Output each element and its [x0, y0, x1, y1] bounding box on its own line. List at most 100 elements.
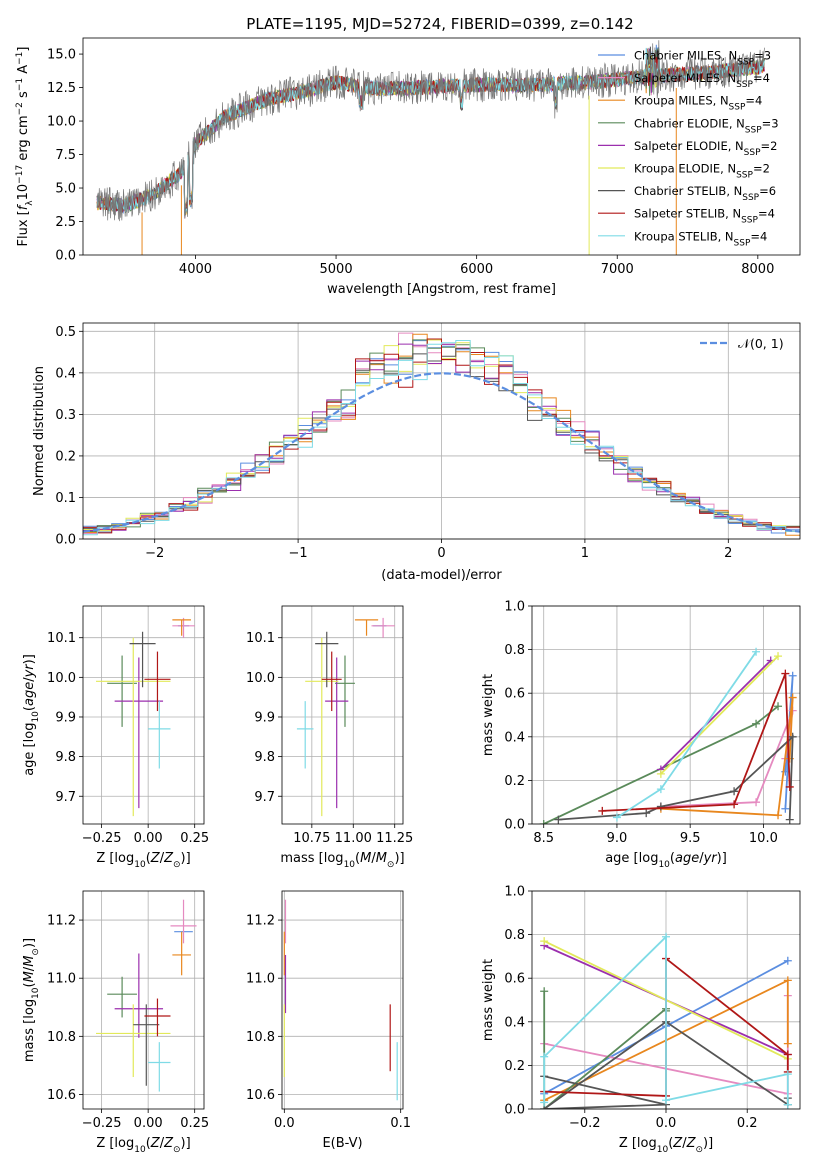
mass_vs_Z-ytick-label: 11.2 — [47, 914, 76, 929]
label-part: SSP — [736, 171, 753, 181]
weight_vs_Z-ytick-label: 0.2 — [504, 1059, 525, 1074]
age_vs_mass-ytick-label: 10.0 — [246, 671, 275, 686]
label-part: yr — [703, 851, 719, 866]
legend-label: Chabrier ELODIE, NSSP=3 — [634, 116, 779, 135]
mass-weight-marker — [540, 987, 549, 996]
weight_vs_Z-plot-area — [540, 932, 792, 1109]
error-bar-point — [114, 953, 164, 1038]
mass-weight-line — [660, 697, 794, 817]
label-part: Kroupa STELIB, N — [634, 229, 734, 243]
residuals-xtick-label: −1 — [289, 546, 308, 561]
label-part: (data-model)/error — [381, 568, 502, 583]
mass-weight-marker — [788, 671, 797, 680]
error-bar-point — [107, 655, 137, 727]
age_vs_mass-ytick-label: 10.1 — [246, 631, 275, 646]
spectrum-xtick-label: 6000 — [460, 262, 493, 277]
mass-weight-marker — [783, 1050, 792, 1059]
label-part: )] — [703, 1136, 713, 1151]
mass-weight-line — [558, 734, 794, 821]
legend-label: Chabrier STELIB, NSSP=6 — [634, 184, 776, 203]
age_vs_Z-xtick-label: 0.00 — [134, 831, 163, 846]
age_vs_Z-ytick-label: 10.0 — [47, 671, 76, 686]
label-part: s — [16, 91, 31, 102]
label-part: −1 — [15, 78, 25, 91]
y-axis-label: Normed distribution — [32, 366, 47, 496]
mass_vs_Z-ytick-label: 11.0 — [47, 972, 76, 987]
label-part: 𝒩(0, 1) — [738, 336, 784, 351]
label-part: ⊙ — [31, 948, 41, 956]
label-part: mass [log — [280, 851, 343, 866]
label-part: M — [22, 971, 37, 982]
label-part: wavelength [Angstrom, rest frame] — [327, 282, 556, 297]
spectrum-axes: 4000 5000 6000 7000 8000 0.0 2.5 5.0 7.5 10.0 12.5… — [15, 37, 801, 297]
x-axis-label: E(B-V) — [322, 1136, 362, 1151]
label-part: ⊙ — [173, 860, 181, 870]
label-part: ( — [146, 1136, 151, 1151]
label-part: Z — [163, 1136, 174, 1151]
age_vs_Z-xtick-label: −0.25 — [82, 831, 122, 846]
mass-weight-marker — [785, 782, 794, 791]
label-part: Kroupa ELODIE, N — [634, 162, 736, 176]
age_vs_Z-frame — [82, 605, 205, 825]
label-part: age — [22, 682, 37, 706]
label-part: )] — [22, 938, 37, 948]
label-part: ⊙ — [173, 1145, 181, 1155]
mass-weight-line — [660, 710, 794, 808]
legend-label: Kroupa MILES, NSSP=4 — [634, 94, 762, 113]
residuals-xtick-label: 1 — [581, 546, 589, 561]
label-part: Z — [686, 1136, 697, 1151]
error-bar-point — [321, 651, 342, 712]
mass_vs_ebv-ytick-label: 10.6 — [246, 1088, 275, 1103]
mass-weight-line — [602, 673, 791, 812]
x-axis-label: Z [log10(Z/Z⊙)] — [96, 851, 190, 870]
mass-weight-marker — [783, 976, 792, 985]
error-bar-point — [335, 655, 355, 727]
spectrum-xtick-label: 8000 — [741, 262, 774, 277]
mass-weight-marker — [656, 785, 665, 794]
label-part: SSP — [745, 125, 762, 135]
label-part: Z — [150, 851, 161, 866]
error-bar-point — [325, 657, 349, 809]
label-part: 10 — [657, 1145, 669, 1155]
y-axis-label: Flux [fλ10−17 erg cm−2 s−1 A−1] — [15, 47, 35, 247]
label-part: =4 — [750, 229, 767, 243]
age_vs_mass-xtick-label: 10.75 — [293, 831, 330, 846]
label-part: SSP — [744, 148, 761, 158]
age_vs_Z-plot-area — [96, 617, 195, 817]
mass_vs_ebv-ytick-label: 11.2 — [246, 914, 275, 929]
label-part: Z — [150, 1136, 161, 1151]
mass-weight-marker — [781, 804, 790, 813]
label-part: Z [log — [619, 1136, 657, 1151]
label-part: Z — [672, 1136, 683, 1151]
error-bar-point — [170, 899, 197, 944]
age_vs_mass-xtick-label: 11.00 — [335, 831, 372, 846]
weight_vs_Z-xtick-label: 0.2 — [737, 1116, 758, 1131]
label-part: 10 — [134, 860, 146, 870]
weight_vs_Z-frame — [531, 890, 801, 1110]
error-bar-point — [133, 1004, 160, 1086]
error-bar-point — [96, 1004, 171, 1078]
age_vs_mass-axes: 10.75 11.00 11.25 9.7 9.8 9.9 10.0 10.1 mass [lo… — [246, 605, 413, 870]
spectrum-ytick-label: 5.0 — [55, 182, 76, 197]
error-bar-point — [144, 651, 171, 712]
legend-label: Salpeter STELIB, NSSP=4 — [634, 207, 775, 226]
mass-weight-marker — [730, 787, 739, 796]
legend-label: Kroupa ELODIE, NSSP=2 — [634, 162, 770, 181]
weight_vs_age-ytick-label: 0.6 — [504, 687, 525, 702]
label-part: =2 — [753, 162, 770, 176]
spectrum-xtick-label: 5000 — [320, 262, 353, 277]
label-part: =3 — [762, 116, 779, 130]
spectrum-xtick-label: 4000 — [179, 262, 212, 277]
y-axis-label: mass weight — [481, 959, 496, 1041]
mass-weight-marker — [642, 809, 651, 818]
label-part: / — [22, 966, 37, 971]
mass_vs_Z-plot-area — [96, 899, 197, 1092]
weight_vs_Z-xtick-label: 0.0 — [656, 1116, 677, 1131]
mass-weight-marker — [730, 800, 739, 809]
weight_vs_age-xtick-label: 9.5 — [680, 831, 701, 846]
age_vs_Z-axes: −0.25 0.00 0.259.79.89.910.010.1Z [log10(Z… — [22, 605, 209, 870]
label-part: λ — [25, 200, 35, 206]
weight_vs_age-plot-area — [539, 647, 797, 824]
mass_vs_ebv-xtick-label: 0.0 — [274, 1116, 295, 1131]
